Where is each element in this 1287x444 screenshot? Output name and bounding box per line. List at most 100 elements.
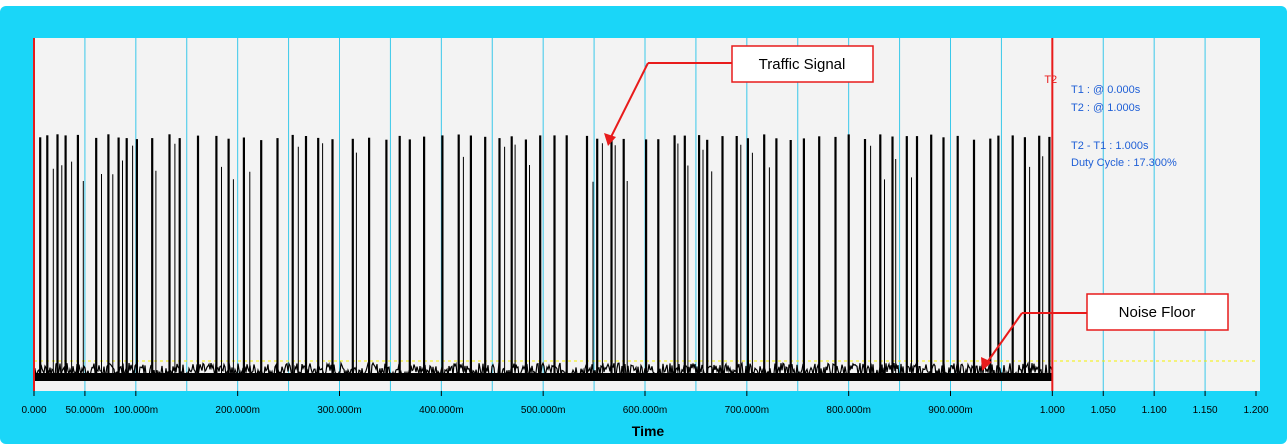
burst-38: [565, 135, 568, 379]
readout-delta: T2 - T1 : 1.000s: [1071, 140, 1149, 152]
burst-59: [863, 139, 867, 379]
gridlines: [84, 38, 1206, 391]
x-tick-label-14: 1.150: [1193, 405, 1218, 416]
burst-46: [683, 135, 686, 379]
burst-70: [1011, 135, 1014, 379]
burst-35: [524, 139, 527, 379]
burst-27: [408, 139, 411, 379]
burst-50: [735, 136, 738, 379]
burst-17: [260, 140, 263, 379]
x-tick-label-8: 700.000m: [725, 405, 769, 416]
x-tick-label-6: 500.000m: [521, 405, 565, 416]
burst-19: [291, 134, 294, 379]
burst-41: [610, 137, 613, 379]
burst-30: [457, 134, 460, 379]
burst-5: [95, 137, 98, 379]
burst-18: [276, 138, 279, 379]
burst-28: [423, 136, 426, 379]
x-tick-label-2: 100.000m: [114, 405, 158, 416]
burst-67: [972, 139, 976, 379]
burst-25: [385, 139, 388, 379]
burst-3: [64, 135, 67, 379]
burst-58: [847, 134, 850, 379]
readout-t1: T1 : @ 0.000s: [1071, 84, 1141, 96]
burst-2: [56, 134, 59, 379]
burst-65: [942, 137, 945, 379]
x-tick-label-15: 1.200: [1243, 405, 1268, 416]
burst-21: [317, 137, 320, 379]
burst-13: [196, 135, 200, 379]
burst-23: [351, 138, 354, 379]
burst-22: [331, 139, 334, 379]
burst-61: [891, 136, 894, 379]
signal-trace: [33, 134, 1053, 381]
callout-traffic-signal-label: Traffic Signal: [759, 56, 846, 73]
burst-64: [930, 134, 933, 379]
x-tick-label-5: 400.000m: [419, 405, 463, 416]
cursor-label-t2: T2: [1044, 74, 1057, 86]
burst-12: [178, 138, 181, 379]
x-tick-label-12: 1.050: [1091, 405, 1116, 416]
burst-36: [539, 135, 542, 379]
burst-26: [398, 135, 401, 379]
burst-48: [706, 139, 709, 379]
burst-34: [510, 136, 513, 379]
burst-20: [304, 136, 308, 379]
burst-4: [76, 134, 79, 379]
burst-44: [657, 139, 660, 379]
burst-15: [227, 138, 230, 379]
burst-33: [498, 138, 501, 379]
burst-51: [746, 138, 749, 379]
burst-0: [39, 137, 42, 379]
callout-traffic-signal: Traffic Signal: [604, 45, 874, 146]
burst-57: [834, 136, 837, 379]
x-axis-ticks: 0.000 50.000m 100.000m 200.000m 300.000m 400.…: [21, 391, 1269, 416]
burst-8: [125, 138, 128, 379]
callout-noise-floor-label: Noise Floor: [1119, 304, 1196, 321]
burst-10: [151, 138, 154, 379]
burst-6: [107, 134, 110, 379]
burst-54: [789, 140, 792, 379]
burst-71: [1023, 137, 1026, 379]
burst-24: [368, 137, 371, 379]
burst-66: [956, 135, 959, 379]
x-tick-label-3: 200.000m: [215, 405, 259, 416]
burst-62: [905, 136, 908, 379]
burst-47: [698, 135, 701, 379]
cursors: T2: [33, 38, 1057, 391]
x-axis-title: Time: [632, 423, 665, 439]
burst-11: [168, 134, 171, 379]
callout-traffic-signal-box: [731, 45, 874, 83]
x-tick-label-9: 800.000m: [826, 405, 870, 416]
burst-7: [117, 137, 120, 379]
readout-t2: T2 : @ 1.000s: [1071, 102, 1141, 114]
x-tick-label-10: 900.000m: [928, 405, 972, 416]
burst-37: [553, 135, 556, 379]
burst-9: [135, 139, 138, 379]
callout-noise-floor-arrowhead: [981, 357, 992, 371]
x-tick-label-7: 600.000m: [623, 405, 667, 416]
callout-noise-floor-arrow: [985, 312, 1023, 365]
burst-39: [585, 135, 589, 379]
burst-53: [775, 138, 778, 379]
noise-band-fill: [34, 373, 1053, 381]
burst-73: [1048, 136, 1051, 379]
burst-42: [622, 138, 625, 379]
burst-63: [915, 136, 919, 379]
x-tick-label-1: 50.000m: [65, 405, 104, 416]
burst-40: [596, 138, 599, 379]
callout-traffic-signal-arrow: [609, 62, 649, 140]
x-tick-label-4: 300.000m: [317, 405, 361, 416]
callout-noise-floor: Noise Floor: [981, 293, 1229, 371]
burst-45: [673, 135, 676, 379]
x-tick-label-0: 0.000: [21, 405, 46, 416]
burst-72: [1038, 135, 1041, 379]
noise-band: [33, 361, 1053, 380]
callout-traffic-signal-arrowhead: [604, 133, 616, 146]
burst-68: [989, 138, 992, 379]
burst-1: [46, 135, 49, 379]
burst-14: [215, 135, 218, 379]
burst-43: [645, 139, 648, 379]
cursor-readouts: T1 : @ 0.000s T2 : @ 1.000s T2 - T1 : 1.…: [1071, 84, 1177, 169]
burst-52: [763, 134, 766, 379]
